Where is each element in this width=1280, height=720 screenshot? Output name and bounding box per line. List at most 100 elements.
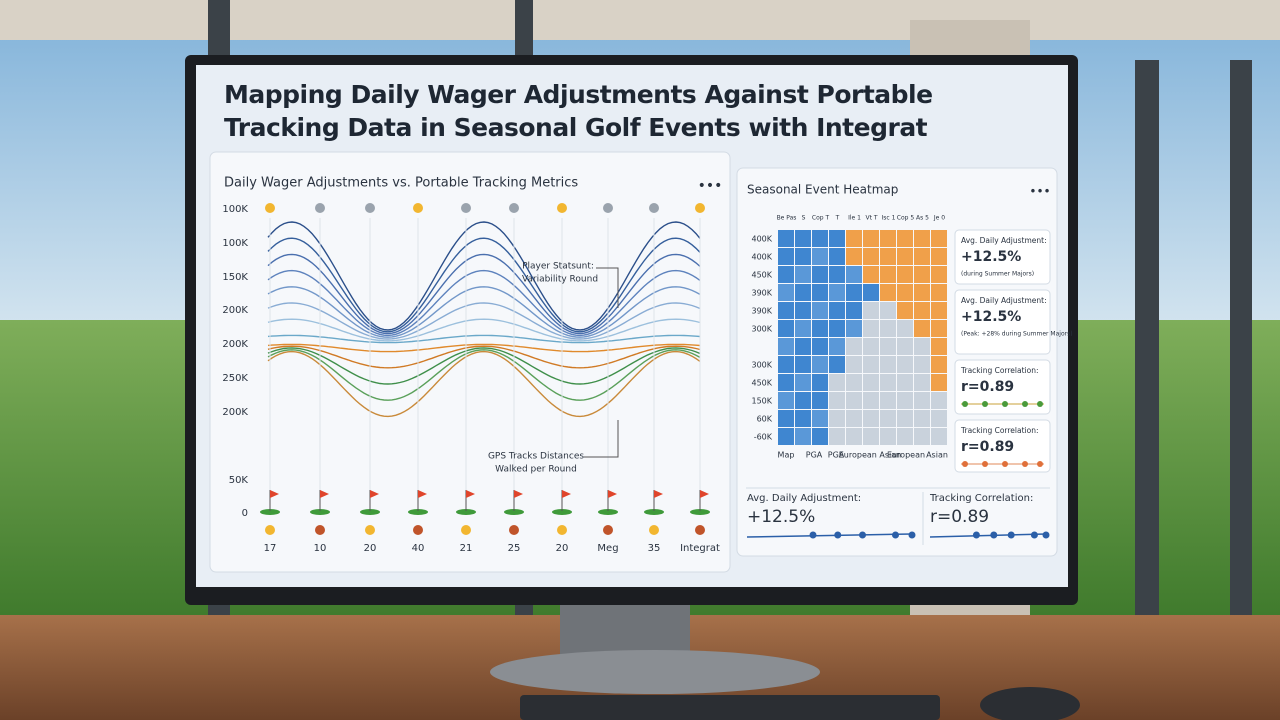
series-line bbox=[267, 347, 701, 385]
heatmap-x-label: Map bbox=[778, 451, 795, 460]
row-label: 60K bbox=[757, 415, 773, 424]
menu-dots[interactable]: ••• bbox=[698, 178, 723, 194]
slider-dot bbox=[962, 401, 968, 407]
series-line bbox=[267, 318, 701, 342]
heatmap-cell bbox=[846, 266, 862, 283]
heatmap-cell bbox=[829, 320, 845, 337]
row-label: 150K bbox=[751, 397, 772, 406]
heatmap-cell bbox=[897, 284, 913, 301]
stat-note: (during Summer Majors) bbox=[961, 271, 1034, 278]
heatmap-cell bbox=[863, 428, 879, 445]
series-line bbox=[267, 253, 701, 335]
slider-dot bbox=[982, 461, 988, 467]
heatmap-cell bbox=[829, 248, 845, 265]
summary-value: +12.5% bbox=[747, 507, 815, 527]
stat-card bbox=[954, 229, 1051, 285]
heatmap-cell bbox=[863, 392, 879, 409]
heatmap-cell bbox=[931, 410, 947, 427]
stat-value: +12.5% bbox=[961, 249, 1021, 265]
row-label: -60K bbox=[754, 433, 773, 442]
heatmap-x-label: PGA bbox=[806, 451, 823, 460]
heatmap-cell bbox=[880, 392, 896, 409]
slider-dot bbox=[1022, 401, 1028, 407]
heatmap-cell bbox=[914, 392, 930, 409]
heatmap-cell bbox=[880, 410, 896, 427]
heatmap-cell bbox=[863, 230, 879, 247]
heatmap-cell bbox=[863, 266, 879, 283]
weather-icon bbox=[265, 203, 275, 213]
heatmap-cell bbox=[795, 374, 811, 391]
heatmap-cell bbox=[812, 284, 828, 301]
slider-dot bbox=[1030, 531, 1038, 539]
heatmap-cell bbox=[829, 410, 845, 427]
heatmap-cell bbox=[863, 338, 879, 355]
heatmap-cell bbox=[931, 356, 947, 373]
heatmap-cell bbox=[829, 284, 845, 301]
flag bbox=[608, 490, 617, 498]
heatmap-cell bbox=[931, 302, 947, 319]
annotation: Variability Round bbox=[522, 275, 598, 285]
heatmap-cell bbox=[812, 320, 828, 337]
x-axis-label: Meg bbox=[597, 543, 618, 554]
heatmap-cell bbox=[812, 374, 828, 391]
heatmap-cell bbox=[863, 374, 879, 391]
page-title: Mapping Daily Wager Adjustments Against … bbox=[224, 80, 933, 142]
heatmap-cell bbox=[812, 266, 828, 283]
heatmap-cell bbox=[829, 266, 845, 283]
weather-icon bbox=[413, 203, 423, 213]
ceiling bbox=[0, 0, 1280, 40]
heatmap-cell bbox=[914, 338, 930, 355]
heatmap-cell bbox=[812, 428, 828, 445]
heatmap-cell bbox=[829, 356, 845, 373]
heatmap-cell bbox=[897, 320, 913, 337]
column-label: Cop 5 bbox=[897, 215, 915, 222]
heatmap-cell bbox=[914, 374, 930, 391]
column-label: S bbox=[802, 215, 806, 222]
heatmap-cell bbox=[914, 230, 930, 247]
stat-label: Tracking Correlation: bbox=[960, 366, 1039, 375]
heatmap-cell bbox=[778, 356, 794, 373]
heatmap-cell bbox=[778, 428, 794, 445]
heatmap-cell bbox=[880, 284, 896, 301]
column-label: Je 0 bbox=[933, 215, 945, 222]
column-label: Cop T bbox=[812, 215, 830, 222]
flag bbox=[700, 490, 709, 498]
slider-dot bbox=[892, 531, 899, 539]
weather-icon bbox=[695, 525, 705, 535]
stat-note: (Peak: +28% during Summer Majors) bbox=[961, 331, 1073, 338]
y-axis-label: 50K bbox=[229, 475, 249, 486]
y-axis-label: 200K bbox=[222, 305, 248, 316]
heatmap-cell bbox=[778, 284, 794, 301]
heatmap-cell bbox=[914, 410, 930, 427]
weather-icon bbox=[365, 203, 375, 213]
slider-dot bbox=[1037, 461, 1043, 467]
heatmap-title: Seasonal Event Heatmap bbox=[747, 183, 898, 197]
annotation: Walked per Round bbox=[495, 465, 577, 475]
heatmap-cell bbox=[829, 302, 845, 319]
slider-dot bbox=[908, 531, 916, 539]
flag bbox=[370, 490, 379, 498]
heatmap-x-label: European Asian bbox=[839, 451, 901, 460]
heatmap-cell bbox=[829, 428, 845, 445]
x-axis-label: 10 bbox=[314, 543, 327, 554]
heatmap-cell bbox=[778, 266, 794, 283]
menu-dots[interactable]: ••• bbox=[1029, 185, 1050, 199]
mouse bbox=[980, 687, 1080, 720]
column-label: Vt T bbox=[865, 215, 877, 222]
heatmap-cell bbox=[897, 302, 913, 319]
heatmap-cell bbox=[897, 410, 913, 427]
row-label: 450K bbox=[751, 379, 772, 388]
slider-dot bbox=[1042, 531, 1050, 539]
heatmap-cell bbox=[829, 392, 845, 409]
flag bbox=[418, 490, 427, 498]
series-line bbox=[267, 237, 701, 333]
series-line bbox=[267, 345, 701, 369]
heatmap-cell bbox=[897, 266, 913, 283]
heatmap-cell bbox=[795, 320, 811, 337]
heatmap-cell bbox=[914, 248, 930, 265]
y-axis-label: 100K bbox=[222, 204, 248, 215]
heatmap-cell bbox=[795, 428, 811, 445]
heatmap-cell bbox=[897, 392, 913, 409]
heatmap-cell bbox=[812, 230, 828, 247]
y-axis-label: 0 bbox=[242, 508, 248, 519]
